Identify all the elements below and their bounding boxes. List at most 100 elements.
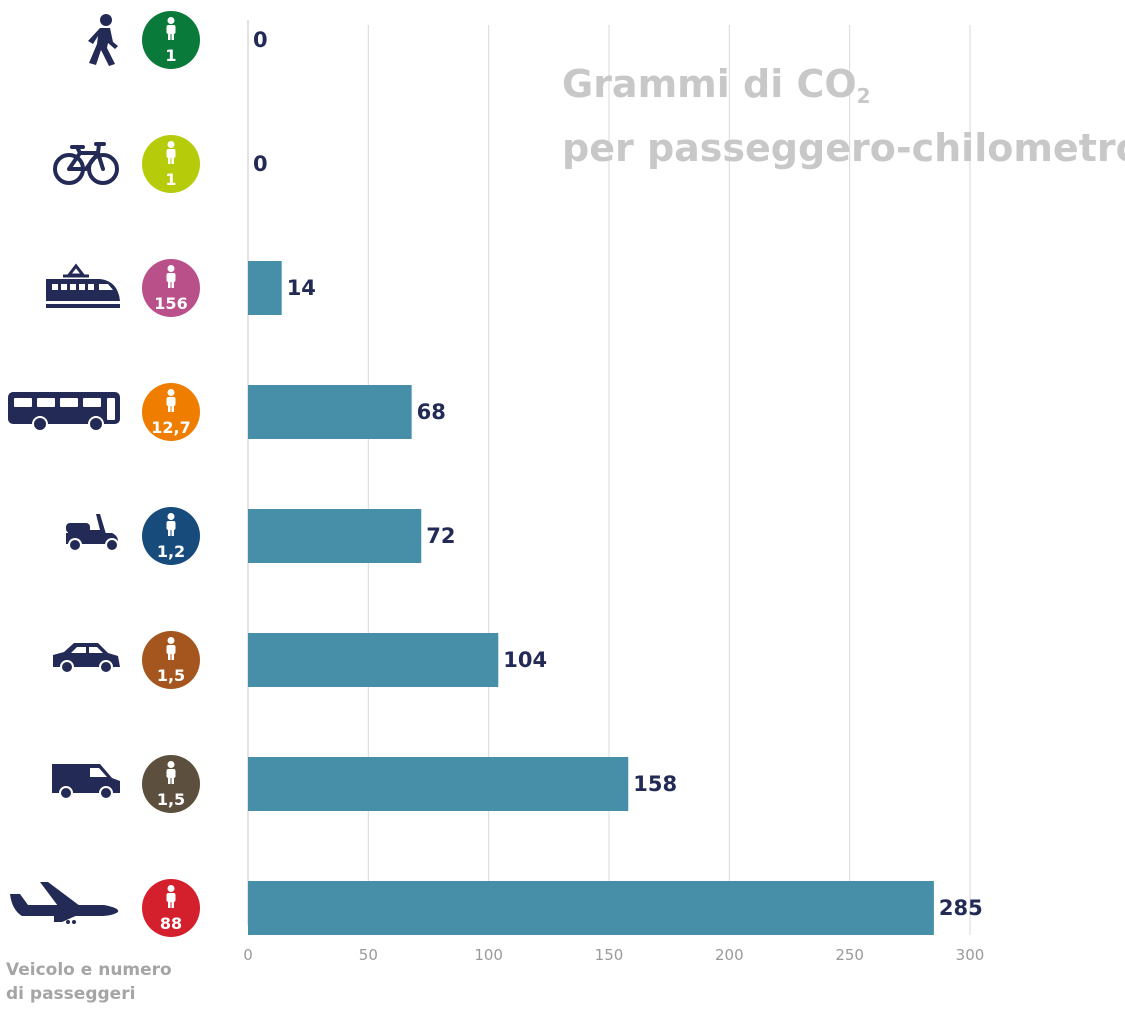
bus-icon	[8, 392, 120, 432]
badge-circle	[142, 755, 200, 813]
x-tick-label: 200	[715, 946, 744, 964]
badge-passenger-count: 1,5	[157, 790, 185, 809]
person-leg	[168, 901, 171, 908]
car-icon	[53, 643, 120, 674]
passenger-badge: 1,2	[142, 507, 200, 565]
value-label: 285	[939, 896, 983, 920]
airplane-icon	[10, 882, 119, 924]
person-body	[166, 769, 176, 778]
x-tick-label: 0	[243, 946, 253, 964]
chart-row: 1,5 104	[53, 631, 547, 689]
passenger-badge: 1	[142, 135, 200, 193]
person-head	[167, 141, 175, 148]
badge-circle	[142, 507, 200, 565]
value-label: 104	[503, 648, 547, 672]
badge-passenger-count: 156	[154, 294, 187, 313]
passenger-badge: 1,5	[142, 755, 200, 813]
badge-passenger-count: 1	[165, 170, 176, 189]
badge-passenger-count: 1	[165, 46, 176, 65]
person-leg	[171, 405, 174, 412]
chart-row: 10	[88, 11, 268, 69]
person-leg	[171, 157, 174, 164]
van-icon	[52, 764, 120, 800]
person-leg	[171, 777, 174, 784]
person-body	[166, 521, 176, 530]
badge-circle	[142, 11, 200, 69]
bar	[248, 385, 412, 439]
chart-row: 1,2 72	[66, 507, 456, 565]
badge-passenger-count: 12,7	[151, 418, 190, 437]
person-leg	[168, 33, 171, 40]
person-leg	[171, 901, 174, 908]
x-tick-label: 50	[359, 946, 378, 964]
person-icon	[166, 885, 176, 908]
bar	[248, 633, 499, 687]
chart-title-line2: per passeggero-chilometro	[562, 126, 1125, 170]
bar	[248, 509, 422, 563]
bar	[248, 757, 629, 811]
person-icon	[166, 265, 176, 288]
bar	[248, 881, 934, 935]
train-icon	[46, 263, 120, 308]
person-icon	[166, 637, 176, 660]
chart-row: 156 14	[46, 259, 316, 317]
badge-circle	[142, 383, 200, 441]
passenger-badge: 1,5	[142, 631, 200, 689]
person-head	[167, 637, 175, 644]
chart-title: Grammi di CO2 per passeggero-chilometro	[562, 58, 1125, 174]
badge-circle	[142, 259, 200, 317]
person-head	[167, 885, 175, 892]
badge-passenger-count: 1,2	[157, 542, 185, 561]
person-head	[167, 265, 175, 272]
bar	[248, 261, 282, 315]
x-tick-label: 100	[474, 946, 503, 964]
person-icon	[166, 761, 176, 784]
person-body	[166, 273, 176, 282]
passenger-badge: 1	[142, 11, 200, 69]
person-leg	[171, 281, 174, 288]
person-leg	[168, 281, 171, 288]
person-body	[166, 893, 176, 902]
badge-passenger-count: 88	[160, 914, 182, 933]
chart-row: 10	[53, 135, 268, 193]
person-leg	[168, 405, 171, 412]
value-label: 14	[287, 276, 316, 300]
person-head	[167, 513, 175, 520]
person-body	[166, 149, 176, 158]
person-icon	[166, 389, 176, 412]
person-leg	[168, 653, 171, 660]
person-leg	[168, 777, 171, 784]
person-leg	[171, 653, 174, 660]
person-leg	[168, 529, 171, 536]
scooter-icon	[66, 514, 119, 552]
walking-person-icon	[88, 14, 118, 66]
x-tick-label: 150	[595, 946, 624, 964]
chart-title-subscript: 2	[856, 84, 871, 108]
person-head	[167, 389, 175, 396]
row-axis-label-line1: Veicolo e numero	[6, 960, 172, 980]
chart-row: 1,5 158	[52, 755, 677, 813]
badge-circle	[142, 135, 200, 193]
person-icon	[166, 17, 176, 40]
person-body	[166, 25, 176, 34]
x-tick-label: 300	[956, 946, 985, 964]
x-tick-label: 250	[835, 946, 864, 964]
value-label: 158	[633, 772, 677, 796]
row-axis-label: Veicolo e numero di passeggeri	[6, 958, 172, 1006]
person-body	[166, 645, 176, 654]
person-leg	[171, 33, 174, 40]
value-label: 72	[426, 524, 455, 548]
chart-row: 12,7 68	[8, 383, 446, 441]
passenger-badge: 88	[142, 879, 200, 937]
person-leg	[171, 529, 174, 536]
person-icon	[166, 141, 176, 164]
row-axis-label-line2: di passeggeri	[6, 984, 136, 1004]
value-label: 0	[253, 152, 268, 176]
person-head	[167, 761, 175, 768]
person-leg	[168, 157, 171, 164]
chart-row: 88 285	[10, 879, 983, 937]
badge-circle	[142, 879, 200, 937]
chart-title-line1: Grammi di CO2	[562, 62, 871, 108]
passenger-badge: 156	[142, 259, 200, 317]
